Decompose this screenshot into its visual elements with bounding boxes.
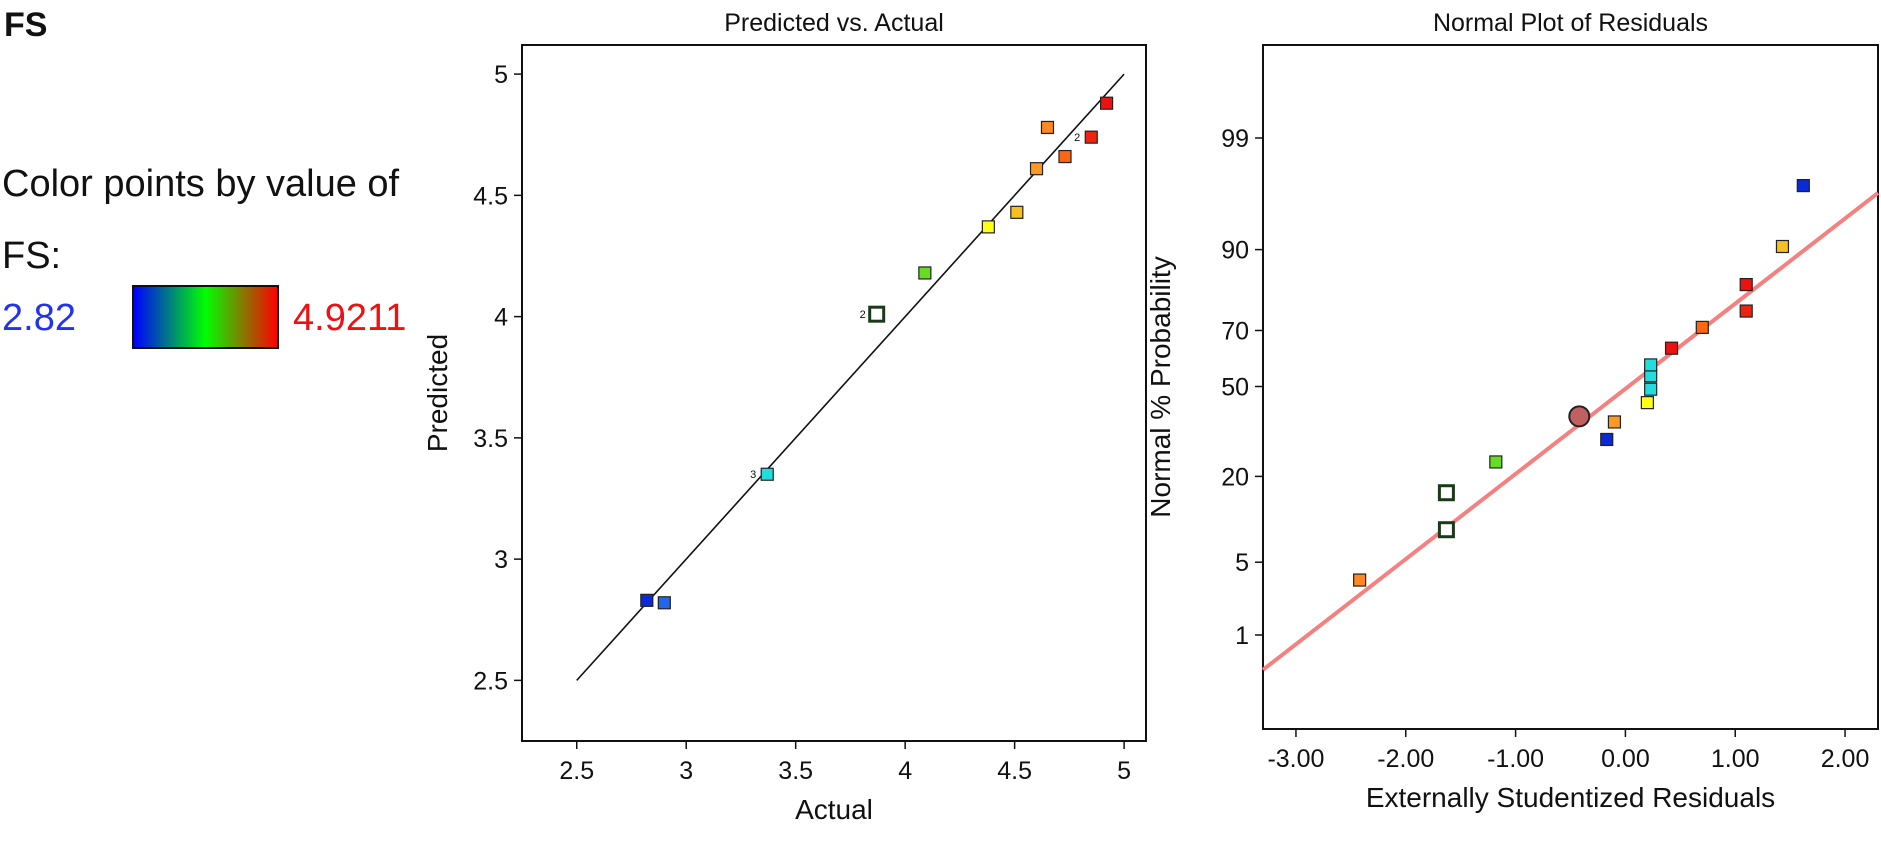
y-tick-label: 3.5 [473,425,508,453]
y-tick-label: 1 [1235,622,1249,650]
data-point [981,220,995,234]
data-point [1010,205,1024,219]
y-tick-label: 3 [494,546,508,574]
x-axis-label: Actual [795,794,873,825]
y-tick-label: 70 [1221,317,1249,345]
y-axis-label: Normal % Probability [1145,256,1176,517]
x-axis-label: Externally Studentized Residuals [1366,782,1775,813]
point-count-label: 2 [1074,132,1080,144]
legend-title: FS [4,6,48,44]
data-point [1644,369,1658,383]
x-tick-label: 1.00 [1711,745,1760,773]
x-tick-label: 3 [679,757,693,785]
data-point [1353,573,1367,587]
data-point [1600,432,1614,447]
data-point [1640,396,1654,410]
x-tick-label: 3.5 [778,757,813,785]
data-point [1775,239,1790,254]
data-point [760,467,774,481]
data-point [1084,130,1098,144]
data-point [1739,277,1753,292]
plot-frame [521,44,1147,742]
x-tick-label: 4.5 [997,757,1032,785]
data-point [640,593,654,607]
plot-frame [1262,44,1879,730]
y-tick-label: 2.5 [473,667,508,695]
x-tick-label: 4 [898,757,912,785]
x-tick-label: -3.00 [1267,745,1324,773]
data-point [1644,382,1658,396]
data-point [1058,149,1072,164]
y-tick-label: 4.5 [473,182,508,210]
data-point [1437,521,1455,539]
data-point [1607,415,1622,429]
data-point [918,266,932,280]
data-point [868,305,886,323]
y-tick-label: 5 [494,61,508,89]
data-point [1568,405,1591,428]
y-tick-label: 4 [494,304,508,332]
reference-line [576,73,1125,681]
y-tick-label: 99 [1221,125,1249,153]
x-tick-label: 0.00 [1601,745,1650,773]
point-count-label: 3 [750,469,756,481]
legend-min-label: 2.82 [2,297,76,339]
y-tick-label: 5 [1235,549,1249,577]
data-point [1796,178,1810,193]
reference-line [1261,191,1880,672]
chart-title: Predicted vs. Actual [724,9,944,37]
y-axis-label: Predicted [422,334,453,452]
data-point [1739,304,1753,318]
data-point [1664,341,1679,355]
point-count-label: 2 [860,309,866,321]
legend-gradient-bar [132,285,279,349]
data-point [1099,96,1114,110]
data-point [1695,320,1709,334]
data-point [1029,162,1044,176]
data-point [1040,120,1055,135]
x-tick-label: -2.00 [1377,745,1434,773]
y-tick-label: 20 [1221,463,1249,491]
data-point [1437,484,1455,502]
legend-caption: Color points by value of FS: [2,163,400,277]
x-tick-label: 2.00 [1821,745,1870,773]
x-tick-label: 2.5 [559,757,594,785]
data-point [1644,358,1658,372]
x-tick-label: 5 [1117,757,1131,785]
data-point [657,596,671,610]
y-tick-label: 90 [1221,237,1249,265]
y-tick-label: 50 [1221,374,1249,402]
chart-title: Normal Plot of Residuals [1433,9,1708,37]
legend-max-label: 4.9211 [293,297,407,339]
x-tick-label: -1.00 [1487,745,1544,773]
data-point [1489,455,1503,469]
